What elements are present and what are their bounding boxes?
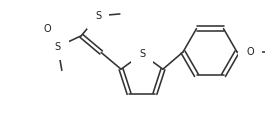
Text: O: O xyxy=(44,24,51,34)
Text: S: S xyxy=(95,11,101,21)
Text: S: S xyxy=(55,42,61,52)
Text: O: O xyxy=(246,47,254,57)
Text: S: S xyxy=(139,49,145,59)
